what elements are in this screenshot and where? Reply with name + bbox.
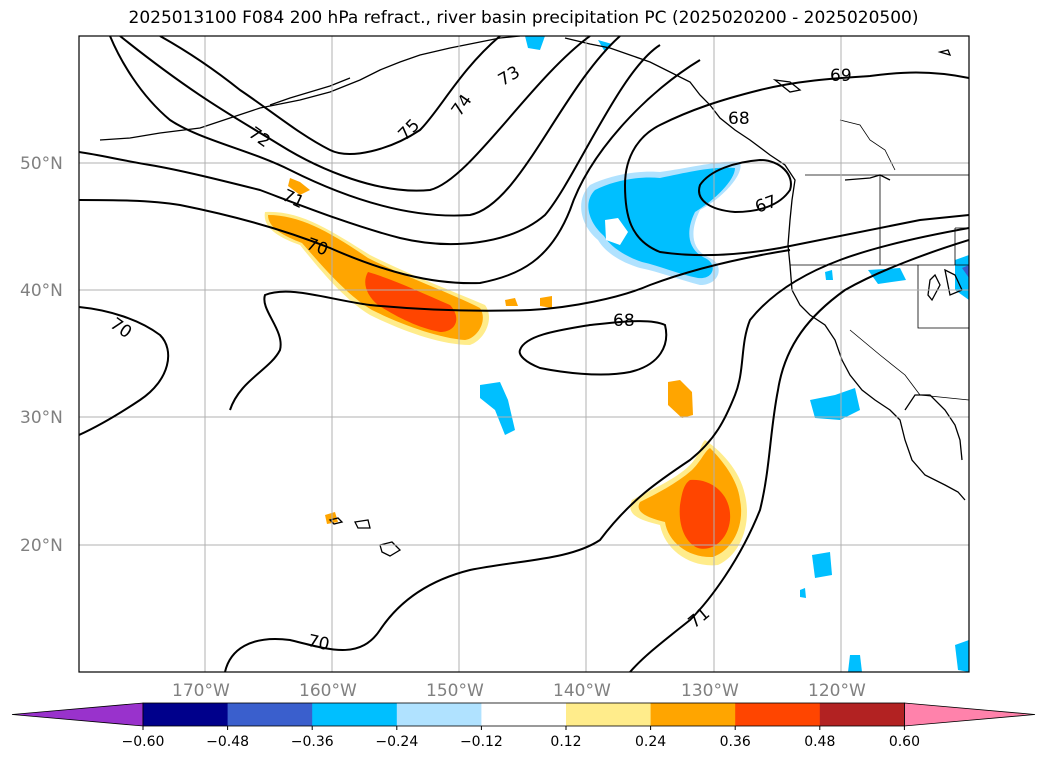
lon-label: 170°W [172,681,230,701]
colorbar-segment [819,703,905,726]
colorbar-segment [227,703,313,726]
colorbar-extend-min [11,702,144,727]
contour-label: 73 [495,62,524,90]
lon-label: 130°W [681,681,739,701]
lon-label: 120°W [808,681,866,701]
map-title: 2025013100 F084 200 hPa refract., river … [128,8,919,28]
coastlines [99,36,966,557]
colorbar-tick-label: 0.24 [635,734,666,750]
lon-label: 160°W [299,681,357,701]
lon-label: 150°W [426,681,484,701]
colorbar-tick-label: 0.12 [550,734,581,750]
colorbar-ticks: −0.60 −0.48 −0.36 −0.24 −0.12 0.12 0.24 0.36 0.4… [122,726,920,750]
colorbar-tick-label: −0.48 [206,734,249,750]
colorbar-segment [143,703,229,726]
contour-label: 67 [753,192,780,218]
political-borders [790,119,969,401]
colorbar-tick-label: −0.36 [291,734,334,750]
lat-label: 20°N [20,536,63,556]
colorbar-tick-label: 0.60 [889,734,920,750]
lon-labels: 170°W 160°W 150°W 140°W 130°W 120°W [172,681,866,701]
contour-label: 74 [448,91,477,120]
colorbar-segment [481,703,567,726]
contour-label: 72 [245,123,274,152]
lon-label: 140°W [553,681,611,701]
lat-label: 50°N [20,154,63,174]
lat-label: 30°N [20,408,63,428]
colorbar-tick-label: 0.36 [720,734,751,750]
gridlines [79,36,969,672]
colorbar-frame [142,702,905,727]
colorbar-tick-label: −0.24 [375,734,418,750]
contour-label: 71 [685,604,714,633]
colorbar [11,702,1036,727]
lat-label: 40°N [20,281,63,301]
colorbar-segment [650,703,736,726]
colorbar-extend-max [904,702,1036,727]
map-panel: 75 74 73 72 71 70 70 70 69 68 68 67 71 [79,36,969,672]
colorbar-tick-label: 0.48 [804,734,835,750]
colorbar-segment [566,703,652,726]
colorbar-tick-label: −0.12 [460,734,503,750]
refractivity-contours [79,36,969,672]
contour-label: 69 [830,66,852,86]
contour-label: 68 [728,109,750,129]
contour-label: 75 [395,115,424,144]
colorbar-segment [396,703,482,726]
contour-label: 70 [306,631,331,655]
colorbar-segment [735,703,821,726]
lat-labels: 50°N 40°N 30°N 20°N [20,154,63,556]
colorbar-segment [312,703,398,726]
colorbar-tick-label: −0.60 [122,734,165,750]
map-frame [78,35,970,673]
contour-label: 68 [613,311,635,331]
